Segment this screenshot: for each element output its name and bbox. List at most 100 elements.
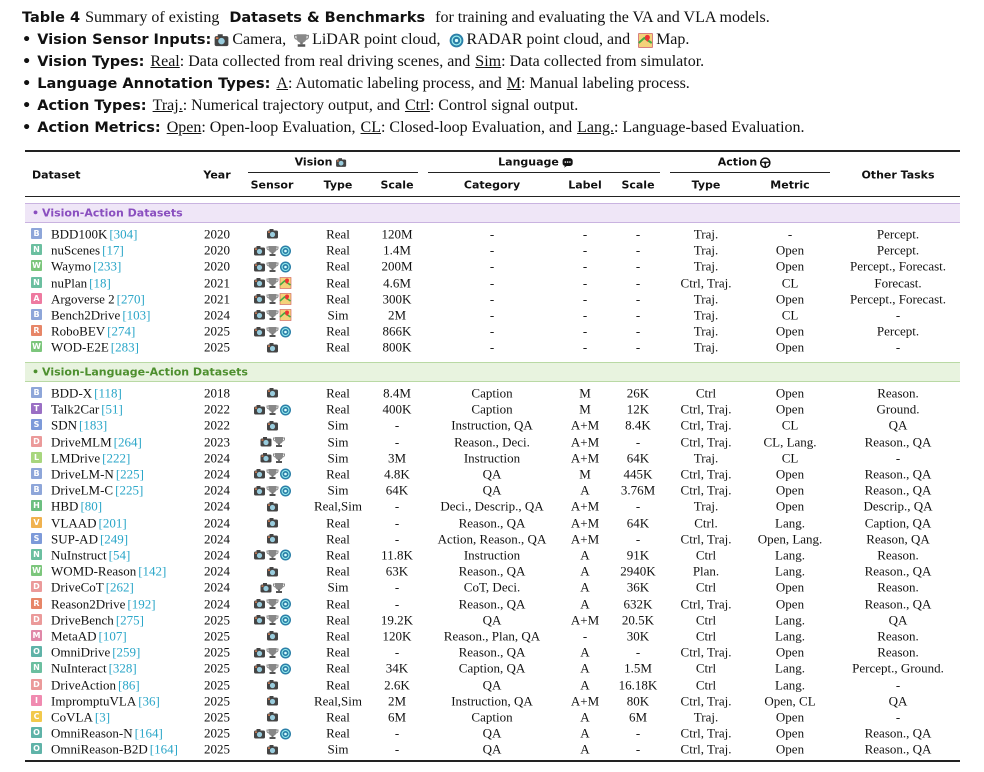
- underlined-term: Ctrl: [404, 97, 430, 114]
- citation: [54]: [108, 547, 131, 563]
- dataset-badge: D: [31, 613, 42, 625]
- cell: Percept., Forecast.: [849, 258, 947, 274]
- cell: 16.18K: [618, 677, 658, 693]
- cell: Reason, QA: [866, 531, 930, 547]
- dataset-name: SDN [183]: [51, 419, 107, 432]
- cell: Reason., QA: [458, 644, 526, 660]
- cell: 200M: [381, 258, 413, 274]
- cell: Lang.: [775, 677, 805, 693]
- cell: -: [582, 275, 588, 291]
- year: 2022: [204, 417, 230, 433]
- bullet: •: [22, 54, 32, 70]
- dataset-name: Waymo [233]: [51, 260, 121, 273]
- dataset-name: WOD-E2E [283]: [51, 341, 139, 354]
- year: 2025: [204, 644, 230, 660]
- cell: Ctrl, Traj.: [680, 434, 732, 450]
- cell: 2M: [387, 307, 407, 323]
- icon: [253, 724, 265, 741]
- section-band: [25, 362, 960, 382]
- section-title: Vision-Language-Action Datasets: [42, 365, 248, 379]
- icon: [279, 481, 291, 498]
- sensor-icons: [253, 242, 292, 258]
- dataset-name: DriveAction [86]: [51, 678, 140, 691]
- cell: -: [582, 226, 588, 242]
- bullet-line: • Vision Sensor Inputs: Camera, LiDAR point…: [22, 31, 694, 49]
- icon: [266, 274, 278, 291]
- sensor-icons: [259, 434, 285, 450]
- cell: 2M: [387, 693, 407, 709]
- cell: Percept.: [876, 242, 920, 258]
- dataset-name: OmniDrive [259]: [51, 646, 140, 659]
- dataset-badge: L: [31, 451, 42, 463]
- cell: -: [489, 307, 495, 323]
- cell: Traj.: [693, 498, 719, 514]
- icon: [214, 31, 229, 49]
- year: 2021: [204, 275, 230, 291]
- cell: Open: [775, 258, 805, 274]
- caption-text: for training and evaluating the VA and V…: [435, 9, 770, 26]
- cell: A+M: [570, 417, 600, 433]
- sensor-icons: [266, 693, 279, 709]
- header: Language: [498, 156, 576, 168]
- icon: [266, 627, 278, 644]
- cell: 6M: [628, 709, 648, 725]
- cell: A+M: [570, 612, 600, 628]
- dataset-name: MetaAD [107]: [51, 630, 127, 643]
- cell: Real: [326, 339, 350, 355]
- icon: [279, 241, 291, 258]
- citation: [18]: [89, 275, 111, 291]
- dataset-name: DriveBench [275]: [51, 613, 144, 626]
- cell: Traj.: [693, 291, 719, 307]
- sensor-icons: [253, 547, 292, 563]
- cell: 632K: [623, 596, 653, 612]
- year: 2025: [204, 725, 230, 741]
- cell: Reason., QA: [864, 741, 932, 757]
- citation: [262]: [105, 579, 134, 595]
- header: Action: [718, 156, 774, 168]
- icon: [266, 530, 278, 547]
- dataset-badge: O: [31, 727, 42, 739]
- icon: [266, 322, 278, 339]
- bullet-line: • Action Metrics: Open: Open-loop Evaluati…: [22, 119, 810, 137]
- citation: [3]: [94, 709, 111, 725]
- dataset-label: DriveLM-N: [51, 466, 114, 482]
- cell: Open: [775, 709, 805, 725]
- icon: [279, 257, 291, 274]
- icon: [278, 306, 291, 323]
- cell: -: [489, 323, 495, 339]
- dataset-label: DriveLM-C: [51, 482, 114, 498]
- sensor-icons: [266, 385, 279, 401]
- dataset-name: RoboBEV [274]: [51, 325, 135, 338]
- dataset-label: Waymo: [51, 258, 92, 274]
- bullet: •: [22, 32, 32, 48]
- dataset-badge: I: [31, 694, 42, 706]
- cell: Real: [326, 226, 350, 242]
- dataset-label: LMDrive: [51, 450, 101, 466]
- section-bullet: •: [32, 206, 40, 220]
- year: 2025: [204, 339, 230, 355]
- cell: A: [580, 660, 590, 676]
- cell: 64K: [626, 450, 650, 466]
- cell: Reason., QA: [864, 466, 932, 482]
- bullet-text: : Open-loop Evaluation,: [201, 119, 356, 136]
- cell: Ctrl, Traj.: [680, 275, 732, 291]
- cell: Sim: [327, 417, 349, 433]
- sensor-icons: [253, 323, 292, 339]
- cell: Traj.: [693, 307, 719, 323]
- bullet-term: Vision Types:: [37, 54, 145, 70]
- cell: Open: [775, 725, 805, 741]
- dataset-badge: R: [31, 597, 42, 609]
- cell: Percept., Forecast.: [849, 291, 947, 307]
- cell: 800K: [382, 339, 412, 355]
- year: 2024: [204, 547, 230, 563]
- cell: -: [394, 515, 400, 531]
- cell: CoT, Deci.: [463, 579, 521, 595]
- icon: [266, 257, 278, 274]
- cell: Real: [326, 291, 350, 307]
- year: 2024: [204, 498, 230, 514]
- bullet-text: : Data collected from real driving scene…: [179, 53, 471, 70]
- cell: QA: [482, 677, 502, 693]
- sensor-icons: [253, 401, 292, 417]
- year: 2023: [204, 434, 230, 450]
- cell: CL: [781, 307, 799, 323]
